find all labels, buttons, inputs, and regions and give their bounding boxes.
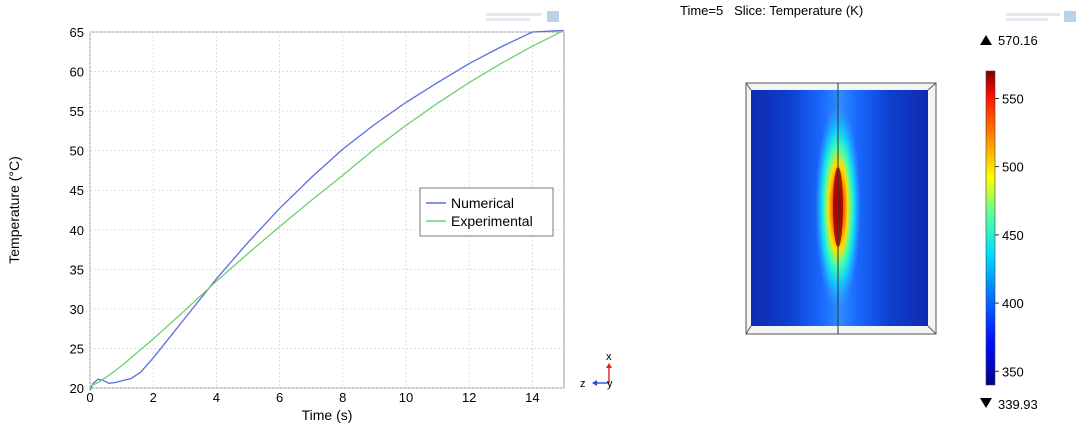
y-tick-label: 55 xyxy=(70,104,84,119)
y-tick-label: 60 xyxy=(70,65,84,80)
colorbar-tick-label: 350 xyxy=(1002,364,1024,379)
legend-experimental-label: Experimental xyxy=(451,213,533,229)
x-tick-label: 12 xyxy=(462,390,476,405)
comsol-logo xyxy=(1006,11,1076,22)
y-tick-label: 30 xyxy=(70,302,84,317)
series-line-numerical xyxy=(89,29,565,391)
slice-title: Time=5 Slice: Temperature (K) xyxy=(680,3,863,18)
axes-indicator: x z y xyxy=(580,351,613,390)
legend: Numerical Experimental xyxy=(419,187,554,237)
colorbar-tick-label: 450 xyxy=(1002,228,1024,243)
colorbar-max-label: 570.16 xyxy=(998,33,1038,48)
y-tick-label: 20 xyxy=(70,381,84,396)
y-axis-label: Temperature (°C) xyxy=(6,156,22,264)
colorbar-tick-label: 400 xyxy=(1002,296,1024,311)
data-series xyxy=(89,29,565,391)
y-tick-label: 45 xyxy=(70,183,84,198)
z-axis-indicator-label: z xyxy=(580,378,586,390)
x-tick-label: 6 xyxy=(276,390,283,405)
y-axis-indicator-label: y xyxy=(607,378,613,390)
slice-plot: Time=5 Slice: Temperature (K) 570.16 350… xyxy=(680,3,1076,412)
x-axis-indicator-label: x xyxy=(606,351,612,363)
y-tick-label: 35 xyxy=(70,262,84,277)
y-tick-label: 40 xyxy=(70,223,84,238)
colorbar-ticks: 350 400 450 500 550 xyxy=(995,91,1024,379)
colorbar: 570.16 350 400 450 500 550 339.93 xyxy=(980,33,1038,412)
y-tick-label: 65 xyxy=(70,25,84,40)
series-line-experimental xyxy=(89,29,565,387)
tick-labels: 0 2 4 6 8 10 12 14 20 25 30 35 40 45 50 55 60 65 xyxy=(70,25,540,405)
legend-numerical-label: Numerical xyxy=(451,195,514,211)
x-tick-label: 4 xyxy=(213,390,220,405)
y-tick-label: 50 xyxy=(70,144,84,159)
grid xyxy=(89,31,564,389)
x-axis-label: Time (s) xyxy=(302,407,353,423)
x-tick-label: 2 xyxy=(150,390,157,405)
x-tick-label: 10 xyxy=(399,390,413,405)
colorbar-gradient xyxy=(985,70,996,386)
x-tick-label: 0 xyxy=(86,390,93,405)
comsol-logo xyxy=(486,11,559,22)
colorbar-min-label: 339.93 xyxy=(998,397,1038,412)
min-arrow-icon xyxy=(980,398,992,408)
line-chart: 0 2 4 6 8 10 12 14 20 25 30 35 40 45 50 55 60 65 Time (s)… xyxy=(6,11,565,423)
x-tick-label: 14 xyxy=(525,390,539,405)
max-arrow-icon xyxy=(980,35,992,45)
x-tick-label: 8 xyxy=(339,390,346,405)
colorbar-tick-label: 550 xyxy=(1002,91,1024,106)
y-tick-label: 25 xyxy=(70,341,84,356)
colorbar-tick-label: 500 xyxy=(1002,160,1024,175)
